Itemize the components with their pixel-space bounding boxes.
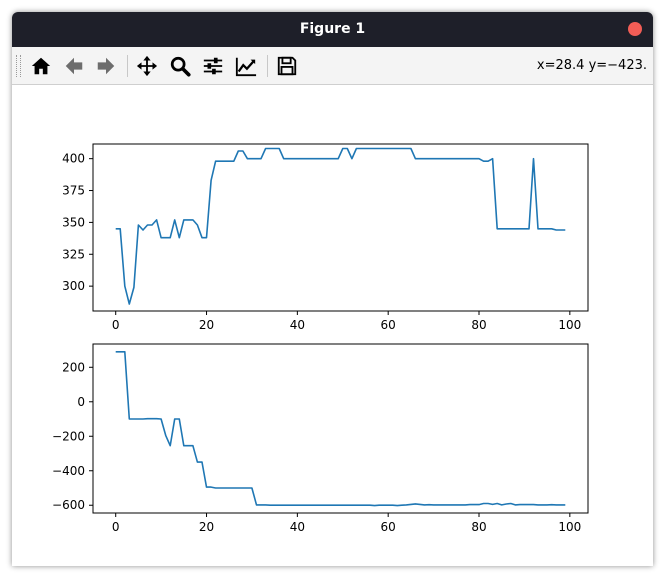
y-tick-label: 375 xyxy=(62,184,85,198)
home-button[interactable] xyxy=(28,53,54,79)
x-tick-label: 40 xyxy=(290,318,305,332)
zoom-icon xyxy=(170,56,191,77)
y-tick-label: −400 xyxy=(52,464,85,478)
figure-window: Figure 1 xyxy=(12,12,653,566)
forward-arrow-icon xyxy=(97,57,115,75)
x-tick-label: 100 xyxy=(558,520,581,534)
y-tick-label: −600 xyxy=(52,498,85,512)
forward-button[interactable] xyxy=(93,53,119,79)
x-tick-label: 0 xyxy=(112,318,120,332)
back-button[interactable] xyxy=(61,53,87,79)
x-tick-label: 60 xyxy=(381,520,396,534)
series-line-2 xyxy=(115,350,566,507)
x-tick-label: 0 xyxy=(112,520,120,534)
title-bar: Figure 1 xyxy=(12,12,653,47)
y-tick-label: 350 xyxy=(62,215,85,229)
x-tick-label: 100 xyxy=(558,318,581,332)
pan-button[interactable] xyxy=(134,53,160,79)
home-icon xyxy=(31,57,51,75)
x-tick-label: 20 xyxy=(199,520,214,534)
configure-subplots-button[interactable] xyxy=(200,53,226,79)
y-tick-label: 300 xyxy=(62,279,85,293)
close-button[interactable] xyxy=(628,22,642,36)
axes-frame-1 xyxy=(92,143,589,312)
edit-axes-icon xyxy=(235,57,257,77)
cursor-coordinates: x=28.4 y=−423. xyxy=(536,58,647,73)
y-tick-label: 400 xyxy=(62,152,85,166)
x-tick-label: 60 xyxy=(381,318,396,332)
plot-area[interactable]: 0 20 40 60 80 100 300 325 350 375 400 0 20 40 60 80 100 2… xyxy=(12,85,653,566)
y-tick-label: −200 xyxy=(52,429,85,443)
save-icon xyxy=(277,56,297,76)
toolbar-separator xyxy=(267,55,268,77)
y-tick-label: 325 xyxy=(62,247,85,261)
toolbar-separator xyxy=(127,55,128,77)
toolbar-grip[interactable] xyxy=(16,55,21,77)
configure-subplots-icon xyxy=(203,57,223,75)
x-tick-label: 80 xyxy=(471,318,486,332)
x-tick-label: 20 xyxy=(199,318,214,332)
x-tick-label: 80 xyxy=(471,520,486,534)
axes-frame-2 xyxy=(92,343,589,514)
save-button[interactable] xyxy=(274,53,300,79)
figure-canvas[interactable]: 0 20 40 60 80 100 300 325 350 375 400 0 20 40 60 80 100 2… xyxy=(12,85,653,566)
edit-axes-button[interactable] xyxy=(233,53,259,79)
back-arrow-icon xyxy=(65,57,83,75)
toolbar: x=28.4 y=−423. xyxy=(12,47,653,85)
series-line-1 xyxy=(115,147,566,305)
window-title: Figure 1 xyxy=(299,21,366,37)
pan-icon xyxy=(136,55,158,77)
y-tick-label: 200 xyxy=(62,360,85,374)
x-tick-label: 40 xyxy=(290,520,305,534)
zoom-button[interactable] xyxy=(167,53,193,79)
y-tick-label: 0 xyxy=(77,395,85,409)
